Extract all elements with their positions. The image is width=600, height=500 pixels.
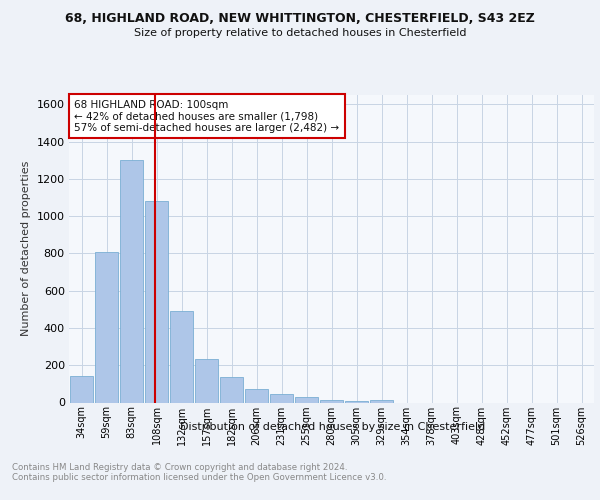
Text: Size of property relative to detached houses in Chesterfield: Size of property relative to detached ho… [134, 28, 466, 38]
Bar [95, 252, 118, 402]
Text: 68 HIGHLAND ROAD: 100sqm
← 42% of detached houses are smaller (1,798)
57% of sem: 68 HIGHLAND ROAD: 100sqm ← 42% of detach… [74, 100, 340, 133]
Bar [295, 398, 318, 402]
Text: Distribution of detached houses by size in Chesterfield: Distribution of detached houses by size … [181, 422, 485, 432]
Bar [70, 376, 93, 402]
Bar [270, 394, 293, 402]
Bar [370, 400, 393, 402]
Bar [245, 390, 268, 402]
Bar [220, 378, 243, 402]
Bar [345, 400, 368, 402]
Bar [120, 160, 143, 402]
Bar [195, 358, 218, 403]
Bar [170, 311, 193, 402]
Y-axis label: Number of detached properties: Number of detached properties [21, 161, 31, 336]
Text: Contains HM Land Registry data © Crown copyright and database right 2024.
Contai: Contains HM Land Registry data © Crown c… [12, 462, 386, 482]
Bar [145, 201, 168, 402]
Text: 68, HIGHLAND ROAD, NEW WHITTINGTON, CHESTERFIELD, S43 2EZ: 68, HIGHLAND ROAD, NEW WHITTINGTON, CHES… [65, 12, 535, 26]
Bar [320, 400, 343, 402]
